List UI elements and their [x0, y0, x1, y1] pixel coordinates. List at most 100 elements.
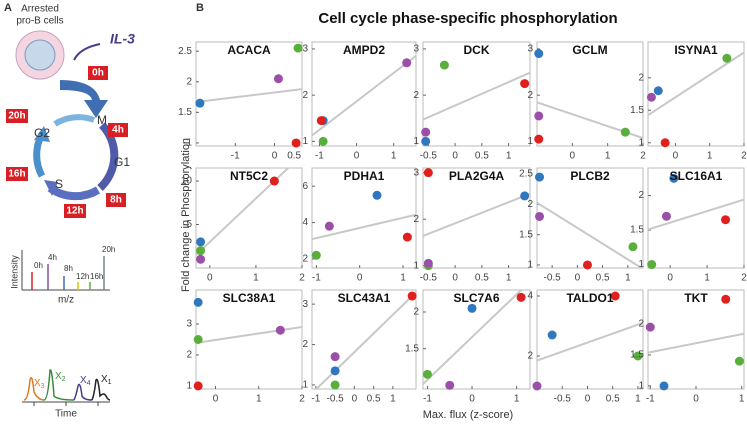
fit-line	[312, 213, 416, 241]
point	[196, 246, 206, 256]
point	[324, 221, 334, 231]
fit-line	[196, 88, 302, 104]
subplot: -0.5 0 0.5 111.522.5 PLCB2	[519, 167, 644, 284]
x-tick-label: 2	[299, 394, 305, 405]
point	[291, 138, 301, 148]
fit-line	[196, 168, 290, 256]
point	[196, 254, 206, 264]
plot-frame	[311, 289, 417, 390]
point	[423, 168, 433, 178]
time-box	[6, 109, 28, 123]
y-tick-label: 1	[638, 381, 644, 392]
plot-frame	[422, 41, 531, 147]
point	[445, 380, 455, 390]
x-tick-label: 1	[707, 151, 713, 162]
point	[661, 211, 671, 221]
y-tick-label: 1	[527, 136, 533, 147]
x-tick-label: -1	[231, 151, 240, 162]
subplot-title: AMPD2	[343, 43, 385, 57]
subplot: -1 0 1 1 2 3 AMPD2	[302, 41, 417, 162]
x-tick-label: 0	[673, 151, 679, 162]
point	[516, 292, 526, 302]
subplot: -1 0 0.5 1 1.5 2 2.5 ACACA	[178, 41, 303, 162]
subplot: -1 0 1 1 1.5 2 TKT	[630, 289, 745, 405]
point	[659, 381, 669, 391]
x-axis-label: Max. flux (z-score)	[423, 409, 513, 421]
subplot: 0 1 2 1 2 3 SLC38A1	[186, 289, 305, 405]
plot-frame	[195, 167, 303, 269]
y-tick-label: 1	[186, 138, 192, 149]
y-tick-label: 3	[302, 44, 308, 55]
chrom-peak	[23, 377, 45, 401]
y-tick-label: 3	[527, 44, 533, 55]
time-label: 4h	[112, 125, 124, 136]
point	[534, 134, 544, 144]
x-tick-label: 0.5	[475, 151, 489, 162]
y-tick-label: 1.5	[630, 105, 644, 116]
subplot-title: PDHA1	[344, 169, 385, 183]
x-tick-label: 1	[390, 394, 396, 405]
chrom-peak	[73, 383, 93, 401]
point	[534, 49, 544, 59]
subplot: 0 1 2 5 10 NT5C2	[181, 167, 305, 284]
subplot-title: SLC43A1	[338, 291, 391, 305]
x-tick-label: -0.5	[326, 394, 344, 405]
point	[402, 232, 412, 242]
point	[275, 325, 285, 335]
subplot-title: NT5C2	[230, 169, 268, 183]
y-tick-label: 2.5	[178, 46, 192, 57]
cycle-arc	[47, 184, 101, 201]
x-tick-label: 0	[667, 273, 673, 284]
stimulus: IL-3	[110, 31, 135, 47]
x-tick-label: -1	[315, 151, 324, 162]
subplot-title: SLC38A1	[223, 291, 276, 305]
panel-a: A Arrested pro-B cells IL-3 0h M G1 S G2…	[4, 2, 135, 420]
point	[467, 303, 477, 313]
point	[646, 92, 656, 102]
point	[653, 86, 663, 96]
point	[610, 291, 620, 301]
point	[193, 297, 203, 307]
point	[620, 127, 630, 137]
time-label: 8h	[110, 195, 122, 206]
x-tick-label: 1	[514, 394, 520, 405]
x-tick-label: 0	[585, 394, 591, 405]
plot-frame	[536, 289, 644, 390]
x-tick-label: 0	[469, 394, 475, 405]
x-tick-label: 2	[299, 273, 305, 284]
time-label: 20h	[8, 111, 25, 122]
point	[330, 366, 340, 376]
peak-label: 8h	[64, 264, 73, 273]
cell-text: Arrested	[21, 4, 59, 15]
y-tick-label: 2	[413, 90, 419, 101]
point	[532, 381, 542, 391]
nucleus	[24, 39, 56, 71]
y-tick-label: 1	[186, 381, 192, 392]
x-tick-label: 0	[693, 394, 699, 405]
x-tick-label: 1	[635, 394, 641, 405]
subplot: -0.5 0 0.5 1 1 2 3 PLA2G4A	[413, 167, 531, 284]
point	[330, 380, 340, 390]
fit-line	[314, 291, 416, 389]
time-box	[64, 204, 86, 218]
peak-label: 0h	[34, 261, 43, 270]
point	[633, 351, 643, 361]
arrowhead	[44, 180, 58, 196]
point	[547, 330, 557, 340]
y-tick-label: 1.5	[630, 225, 644, 236]
y-tick-label: 4	[527, 291, 533, 302]
x-tick-label: 1	[506, 151, 512, 162]
point	[193, 335, 203, 344]
x-tick-label: 1	[704, 273, 710, 284]
x-tick-label: 0	[357, 273, 363, 284]
point	[316, 116, 326, 126]
x-tick-label: 0	[452, 151, 458, 162]
y-tick-label: 3	[413, 44, 419, 55]
peak-label: 4h	[48, 253, 57, 262]
point	[311, 250, 321, 260]
x-tick-label: 2	[741, 151, 747, 162]
peak-label: 20h	[102, 245, 115, 254]
subplot: 0 1 2 1 2 3 GCLM	[527, 41, 646, 162]
plot-frame	[311, 41, 417, 147]
panel-label: A	[4, 2, 12, 14]
